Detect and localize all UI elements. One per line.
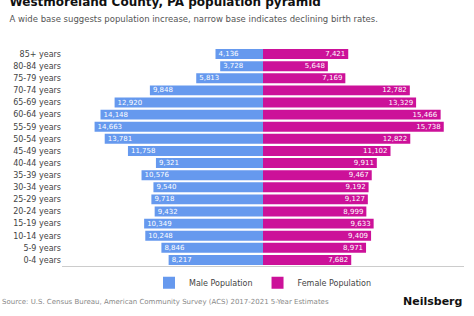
svg-text:13,329: 13,329 — [389, 99, 414, 107]
svg-text:7,682: 7,682 — [328, 256, 348, 264]
svg-text:45-49 years: 45-49 years — [13, 147, 61, 156]
svg-text:Westmoreland County, PA popula: Westmoreland County, PA population pyram… — [9, 0, 377, 24]
svg-text:Male Population: Male Population — [189, 279, 253, 288]
svg-text:Female Population: Female Population — [298, 279, 372, 288]
svg-text:70-74 years: 70-74 years — [13, 86, 61, 95]
svg-text:3,728: 3,728 — [223, 62, 243, 70]
svg-text:7,421: 7,421 — [325, 50, 345, 58]
svg-text:50-54 years: 50-54 years — [13, 135, 61, 144]
svg-text:Source: U.S. Census Bureau, Am: Source: U.S. Census Bureau, American Com… — [2, 298, 329, 306]
svg-text:9,192: 9,192 — [346, 183, 366, 191]
svg-text:14,663: 14,663 — [98, 123, 123, 131]
svg-text:9,127: 9,127 — [345, 195, 365, 203]
svg-text:55-59 years: 55-59 years — [13, 123, 61, 132]
svg-text:15,466: 15,466 — [413, 111, 438, 119]
svg-text:11,758: 11,758 — [131, 147, 156, 155]
svg-text:8,217: 8,217 — [172, 256, 192, 264]
svg-text:7,169: 7,169 — [322, 74, 342, 82]
svg-text:10-14 years: 10-14 years — [13, 232, 61, 241]
svg-text:14,148: 14,148 — [104, 111, 129, 119]
svg-text:9,718: 9,718 — [154, 195, 174, 203]
svg-text:9,540: 9,540 — [156, 183, 176, 191]
svg-text:25-29 years: 25-29 years — [13, 195, 61, 204]
svg-text:80-84 years: 80-84 years — [13, 62, 61, 71]
svg-text:15,738: 15,738 — [416, 123, 441, 131]
svg-text:35-39 years: 35-39 years — [13, 171, 61, 180]
svg-text:10,349: 10,349 — [147, 220, 172, 228]
svg-text:9,848: 9,848 — [153, 86, 173, 94]
svg-text:10,248: 10,248 — [148, 232, 173, 240]
svg-text:13,781: 13,781 — [108, 135, 133, 143]
svg-text:40-44 years: 40-44 years — [13, 159, 61, 168]
svg-text:5,813: 5,813 — [199, 74, 219, 82]
svg-text:4,136: 4,136 — [219, 50, 240, 58]
svg-text:5-9 years: 5-9 years — [23, 244, 61, 253]
svg-text:12,782: 12,782 — [382, 86, 407, 94]
svg-text:65-69 years: 65-69 years — [13, 98, 61, 107]
svg-text:15-19 years: 15-19 years — [13, 219, 61, 228]
svg-text:9,633: 9,633 — [351, 220, 371, 228]
svg-text:60-64 years: 60-64 years — [13, 110, 61, 119]
svg-text:5,648: 5,648 — [305, 62, 325, 70]
svg-text:9,321: 9,321 — [159, 159, 179, 167]
svg-text:10,576: 10,576 — [145, 171, 170, 179]
svg-text:0-4 years: 0-4 years — [23, 256, 61, 265]
svg-text:8,999: 8,999 — [343, 208, 363, 216]
svg-text:30-34 years: 30-34 years — [13, 183, 61, 192]
svg-text:12,920: 12,920 — [118, 99, 143, 107]
svg-text:8,846: 8,846 — [164, 244, 185, 252]
svg-text:9,409: 9,409 — [348, 232, 368, 240]
svg-text:8,971: 8,971 — [343, 244, 363, 252]
svg-text:9,467: 9,467 — [349, 171, 369, 179]
svg-text:9,432: 9,432 — [158, 208, 178, 216]
svg-text:20-24 years: 20-24 years — [13, 207, 61, 216]
svg-text:11,102: 11,102 — [363, 147, 388, 155]
svg-text:85+ years: 85+ years — [20, 50, 61, 59]
svg-text:75-79 years: 75-79 years — [13, 74, 61, 83]
svg-text:12,822: 12,822 — [383, 135, 408, 143]
svg-text:Neilsberg: Neilsberg — [403, 295, 462, 308]
svg-text:9,911: 9,911 — [354, 159, 374, 167]
